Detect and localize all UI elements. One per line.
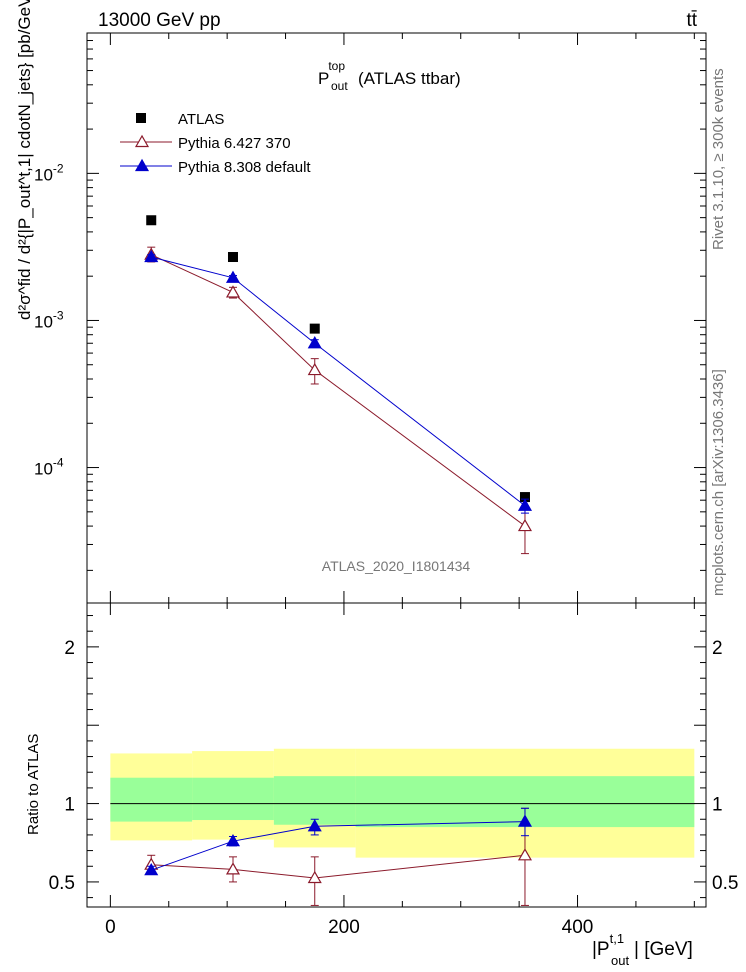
ratio-pythia-6-427-370-point [307, 870, 322, 884]
legend-label: ATLAS [178, 111, 224, 128]
atlas-point [227, 252, 238, 263]
ratio-pythia-8-308-default-line [151, 821, 525, 871]
title-rest: (ATLAS ttbar) [358, 69, 461, 88]
pythia-6-427-370-point [517, 518, 533, 532]
title-sub: out [331, 79, 348, 93]
title-base: P [318, 69, 329, 88]
atlas-point [146, 215, 157, 226]
ratio-pythia-8-308-default-point [517, 814, 533, 827]
x-tick-label: 200 [328, 917, 360, 938]
xlabel-rest: | [GeV] [634, 939, 693, 960]
ratio-y-tick-label: 1 [64, 795, 75, 816]
main-panel: 10-2 10-3 10-4 [34, 32, 707, 604]
pythia-8-308-default-point [517, 498, 533, 511]
y-tick-label: 10-2 [34, 161, 64, 184]
uncertainty-band-inner [273, 776, 356, 825]
rivet-label: Rivet 3.1.10, ≥ 300k events [710, 68, 727, 250]
ratio-panel: 0.5 0.5 1 1 2 2 0 200 400 [49, 602, 738, 938]
y-tick-label: 10-4 [34, 456, 64, 479]
x-tick-label: 0 [105, 917, 116, 938]
xlabel-sup: t,1 [610, 931, 624, 946]
legend-label: Pythia 6.427 370 [178, 135, 291, 152]
uncertainty-band-inner [192, 777, 274, 821]
x-axis-label: |Pt,1 out | [GeV] [592, 931, 693, 968]
legend: ATLAS Pythia 6.427 370 Pythia 8.308 defaul… [120, 111, 311, 176]
ratio-pythia-6-427-370-point [517, 848, 533, 861]
uncertainty-band-inner [110, 777, 193, 822]
xlabel-sub: out [611, 953, 629, 968]
legend-marker [134, 134, 150, 148]
ratio-ylabel: Ratio to ATLAS [25, 734, 42, 835]
ratio-pythia-8-308-default-point [307, 819, 322, 832]
pythia-8-308-default-point [307, 336, 322, 349]
ratio-frame [86, 602, 707, 908]
legend-marker-atlas [136, 113, 146, 123]
ratio-y-tick-label-right: 1 [712, 795, 723, 816]
y-tick-label: 10-3 [34, 308, 64, 331]
ratio-pythia-6-427-370-point [225, 862, 241, 875]
atlas-point [309, 323, 320, 334]
plot-title: Ptop out (ATLAS ttbar) [318, 59, 461, 93]
header-right: tt̄ [686, 10, 697, 31]
ratio-y-tick-label: 0.5 [49, 873, 75, 894]
x-tick-label: 400 [562, 917, 594, 938]
mcplots-label: mcplots.cern.ch [arXiv:1306.3436] [710, 369, 727, 596]
main-ylabel: d²σ^fid / d²{|P_out^t,1| cdotN_jets} [pb… [15, 0, 34, 320]
pythia-6-427-370-line [151, 254, 526, 527]
analysis-tag: ATLAS_2020_I1801434 [322, 558, 471, 574]
legend-marker [134, 158, 150, 172]
ratio-pythia-8-308-default-point [144, 862, 159, 876]
ratio-y-tick-label-right: 2 [712, 638, 723, 659]
pythia-6-427-370-point [225, 285, 241, 298]
title-sup: top [328, 59, 345, 73]
pythia-8-308-default-point [144, 249, 159, 263]
legend-label: Pythia 8.308 default [178, 159, 311, 176]
atlas-point [519, 492, 530, 503]
pythia-6-427-370-point [307, 362, 322, 376]
ratio-pythia-8-308-default-point [225, 833, 241, 847]
pythia-8-308-default-line [151, 256, 526, 507]
pythia-8-308-default-point [225, 270, 241, 283]
main-ylabel-text: d²σ^fid / d²{|P_out^t,1| cdotN_jets} [pb… [15, 0, 34, 320]
ratio-y-tick-label-right: 0.5 [712, 873, 738, 894]
ratio-pythia-6-427-370-line [151, 854, 526, 879]
ratio-y-tick-label: 2 [64, 638, 75, 659]
header-left: 13000 GeV pp [98, 10, 221, 31]
xlabel-base: |P [592, 939, 610, 960]
